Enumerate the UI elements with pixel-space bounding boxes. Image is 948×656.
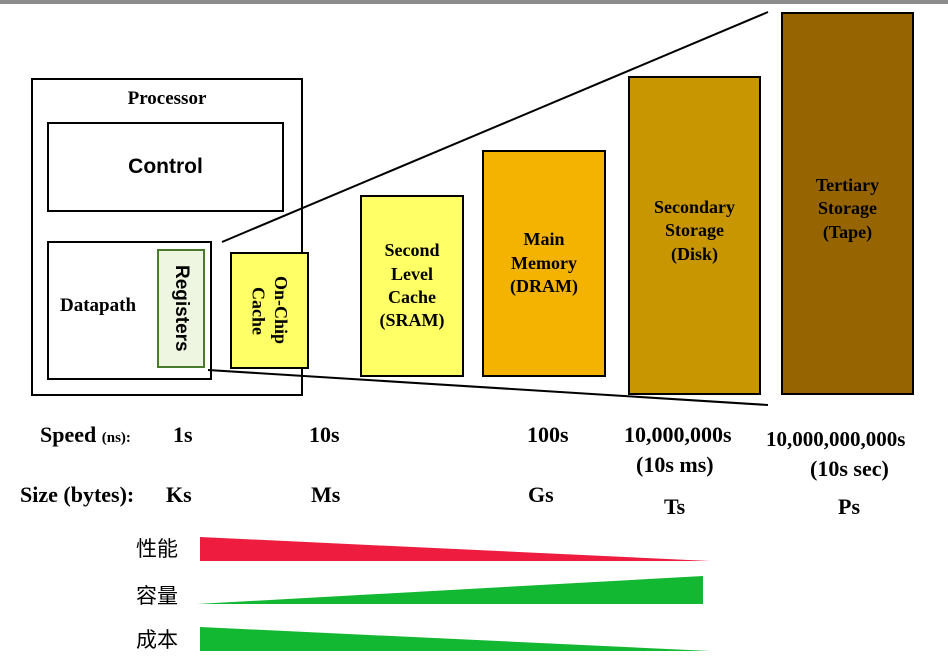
speed-value-memory: 100s [527,422,569,447]
capacity-wedge [197,576,703,604]
capacity-label: 容量 [136,584,178,608]
size-value-disk: Ts [664,494,686,519]
registers-label: Registers [171,265,192,352]
onchip-cache-box: On-Chip Cache [230,252,309,369]
funnel-top-line [221,11,769,243]
size-value-cache: Ms [311,482,341,507]
speed-subvalue-disk: (10s ms) [636,452,714,477]
performance-label: 性能 [136,537,178,561]
main-memory-label: Main Memory (DRAM) [510,229,578,297]
funnel-bottom-line [207,369,769,406]
cost-wedge [200,627,710,651]
size-label: Size (bytes): [20,482,135,507]
top-divider-bar [0,0,948,4]
speed-subvalue-tape: (10s sec) [810,456,889,481]
cost-label: 成本 [136,628,178,652]
control-label: Control [128,155,203,179]
second-level-cache-label: Second Level Cache (SRAM) [379,240,445,331]
speed-value-registers: 1s [173,422,193,447]
registers-box: Registers [157,249,205,368]
tertiary-storage-label: Tertiary Storage (Tape) [815,175,880,242]
performance-wedge [200,537,710,561]
second-level-cache-box: Second Level Cache (SRAM) [360,195,464,377]
size-value-registers: Ks [166,482,192,507]
datapath-box [47,241,212,380]
speed-label: Speed (ns): [40,422,131,447]
speed-value-disk: 10,000,000s [624,422,732,447]
size-value-memory: Gs [528,482,554,507]
datapath-label: Datapath [60,295,137,316]
processor-title: Processor [127,88,207,109]
size-value-tape: Ps [838,494,860,519]
processor-box [31,78,303,396]
secondary-storage-box: Secondary Storage (Disk) [628,76,761,395]
control-box: Control [47,122,284,212]
speed-value-tape: 10,000,000,000s [766,427,906,451]
speed-value-cache: 10s [309,422,340,447]
secondary-storage-label: Secondary Storage (Disk) [654,197,735,264]
tertiary-storage-box: Tertiary Storage (Tape) [781,12,914,395]
main-memory-box: Main Memory (DRAM) [482,150,606,377]
onchip-cache-label: On-Chip Cache [248,276,292,345]
